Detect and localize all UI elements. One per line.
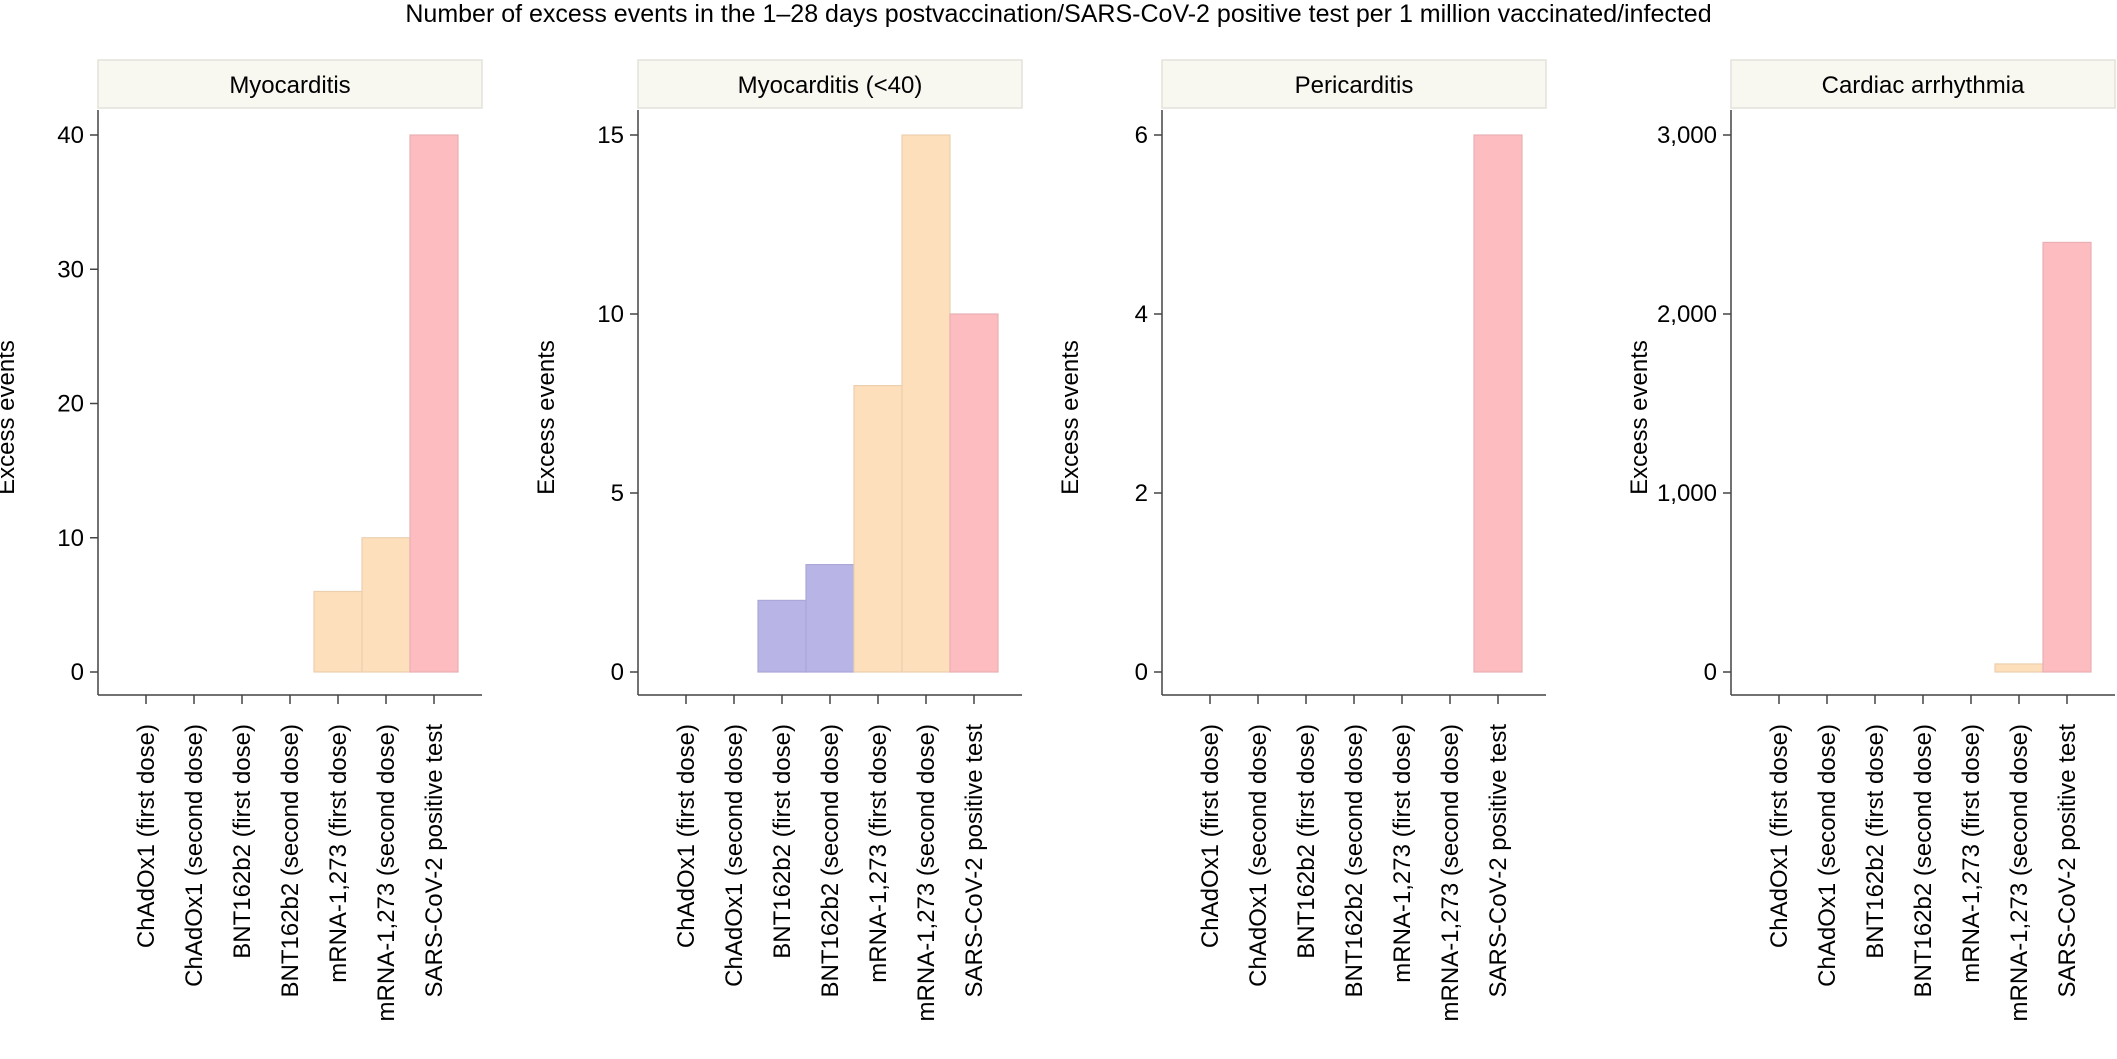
y-axis-label: Excess events: [533, 340, 560, 495]
x-tick-label: mRNA-1,273 (first dose): [1958, 724, 1985, 983]
panel-strip: [97, 59, 483, 109]
panel-title: Pericarditis: [1295, 72, 1414, 99]
y-tick-label: 1,000: [1657, 480, 1717, 507]
panel-title: Cardiac arrhythmia: [1822, 72, 2025, 99]
y-tick-label: 0: [71, 659, 84, 686]
x-tick-label: BNT162b2 (second dose): [817, 724, 844, 998]
x-tick-label: BNT162b2 (second dose): [277, 724, 304, 998]
x-tick-label: ChAdOx1 (second dose): [1245, 724, 1272, 987]
bar-sars-cov-2-positive-test: [949, 313, 999, 673]
y-tick-label: 20: [57, 391, 84, 418]
x-tick-label: ChAdOx1 (first dose): [133, 724, 160, 948]
bar-sars-cov-2-positive-test: [409, 134, 459, 673]
x-tick-label: mRNA-1,273 (first dose): [865, 724, 892, 983]
x-tick-label: SARS-CoV-2 positive test: [421, 724, 448, 998]
y-tick-label: 2,000: [1657, 301, 1717, 328]
panel-myocarditis-40: Myocarditis (<40) 0 5 10 15 Excess events ChAd…: [533, 59, 1023, 1021]
y-tick-label: 6: [1135, 122, 1148, 149]
x-tick-label: BNT162b2 (second dose): [1910, 724, 1937, 998]
x-tick-label: mRNA-1,273 (second dose): [913, 724, 940, 1021]
bar-mrna-1-273-second-dose: [361, 537, 411, 673]
bar-mrna-1-273-first-dose: [313, 590, 363, 673]
panel-myocarditis: Myocarditis 0 10 20 30 40 Excess events ChAdOx1…: [0, 59, 483, 1021]
panel-strip: [1161, 59, 1547, 109]
y-tick-label: 3,000: [1657, 122, 1717, 149]
x-tick-label: BNT162b2 (first dose): [229, 724, 256, 959]
panel-strip: [637, 59, 1023, 109]
figure-title: Number of excess events in the 1–28 days…: [405, 0, 1712, 28]
y-axis-label: Excess events: [0, 340, 20, 495]
x-tick-label: ChAdOx1 (first dose): [1766, 724, 1793, 948]
panel-strip: [1730, 59, 2116, 109]
x-tick-label: ChAdOx1 (first dose): [1197, 724, 1224, 948]
bar-mrna-1-273-second-dose: [901, 134, 951, 673]
bar-bnt162b2-first-dose: [757, 599, 807, 673]
x-tick-label: ChAdOx1 (first dose): [673, 724, 700, 948]
y-tick-label: 15: [597, 122, 624, 149]
x-tick-label: mRNA-1,273 (first dose): [325, 724, 352, 983]
panel-title: Myocarditis (<40): [738, 72, 923, 99]
x-tick-label: mRNA-1,273 (first dose): [1389, 724, 1416, 983]
panel-title: Myocarditis: [229, 72, 350, 99]
y-tick-label: 0: [1135, 659, 1148, 686]
y-tick-label: 4: [1135, 301, 1148, 328]
x-tick-label: ChAdOx1 (second dose): [721, 724, 748, 987]
bar-sars-cov-2-positive-test: [2042, 241, 2092, 673]
x-tick-label: BNT162b2 (first dose): [769, 724, 796, 959]
y-tick-label: 30: [57, 256, 84, 283]
y-axis-label: Excess events: [1626, 340, 1653, 495]
y-axis-label: Excess events: [1057, 340, 1084, 495]
x-tick-label: mRNA-1,273 (second dose): [2006, 724, 2033, 1021]
x-tick-label: BNT162b2 (first dose): [1293, 724, 1320, 959]
panel-cardiac-arrhythmia: Cardiac arrhythmia 0 1,000 2,000 3,000 Excess…: [1626, 59, 2116, 1021]
y-tick-label: 5: [611, 480, 624, 507]
y-tick-label: 0: [1704, 659, 1717, 686]
x-tick-label: SARS-CoV-2 positive test: [961, 724, 988, 998]
x-tick-label: mRNA-1,273 (second dose): [373, 724, 400, 1021]
bar-bnt162b2-second-dose: [805, 563, 855, 673]
x-tick-label: ChAdOx1 (second dose): [181, 724, 208, 987]
bar-mrna-1-273-second-dose: [1994, 663, 2044, 673]
y-tick-label: 10: [57, 525, 84, 552]
y-tick-label: 10: [597, 301, 624, 328]
x-tick-label: mRNA-1,273 (second dose): [1437, 724, 1464, 1021]
y-tick-label: 2: [1135, 480, 1148, 507]
x-tick-label: ChAdOx1 (second dose): [1814, 724, 1841, 987]
x-tick-label: BNT162b2 (first dose): [1862, 724, 1889, 959]
x-tick-label: BNT162b2 (second dose): [1341, 724, 1368, 998]
y-tick-label: 0: [611, 659, 624, 686]
bar-mrna-1-273-first-dose: [853, 385, 903, 673]
x-tick-label: SARS-CoV-2 positive test: [2054, 724, 2081, 998]
x-tick-label: SARS-CoV-2 positive test: [1485, 724, 1512, 998]
y-tick-label: 40: [57, 122, 84, 149]
panel-pericarditis: Pericarditis 0 2 4 6 Excess events ChAdOx1 (fi…: [1057, 59, 1547, 1021]
bar-sars-cov-2-positive-test: [1473, 134, 1523, 673]
